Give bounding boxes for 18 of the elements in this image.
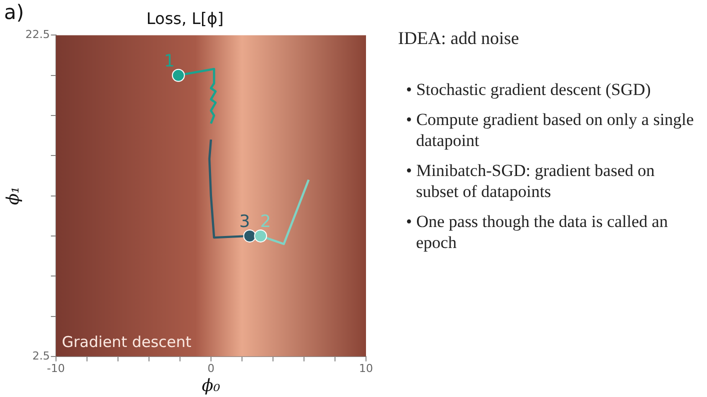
text: • Stochastic gradient descent (SGD) xyxy=(406,79,652,100)
chart-title: Loss, L[ϕ] xyxy=(146,8,224,28)
x-tick-label: 10 xyxy=(359,362,373,375)
annotation: Gradient descent xyxy=(62,332,192,351)
y-axis-title: ϕ₁ xyxy=(4,186,24,206)
y-tick-label: 2.5 xyxy=(32,349,50,362)
series-label: 1 xyxy=(164,51,175,72)
x-tick-label: 0 xyxy=(207,362,214,375)
x-axis-title: ϕ₀ xyxy=(202,376,220,396)
text: a) xyxy=(4,0,24,24)
series-label: 2 xyxy=(260,212,271,232)
series-label: 3 xyxy=(239,212,250,232)
text: IDEA: add noise xyxy=(398,28,520,49)
x-tick-label: -10 xyxy=(46,362,65,375)
text: • Minibatch-SGD: gradient based on subset of datapoints xyxy=(406,160,656,202)
y-tick-label: 22.5 xyxy=(25,28,50,42)
text: • One pass though the data is called an epoch xyxy=(406,211,669,253)
text: • Compute gradient based on only a single datapoint xyxy=(406,109,695,151)
